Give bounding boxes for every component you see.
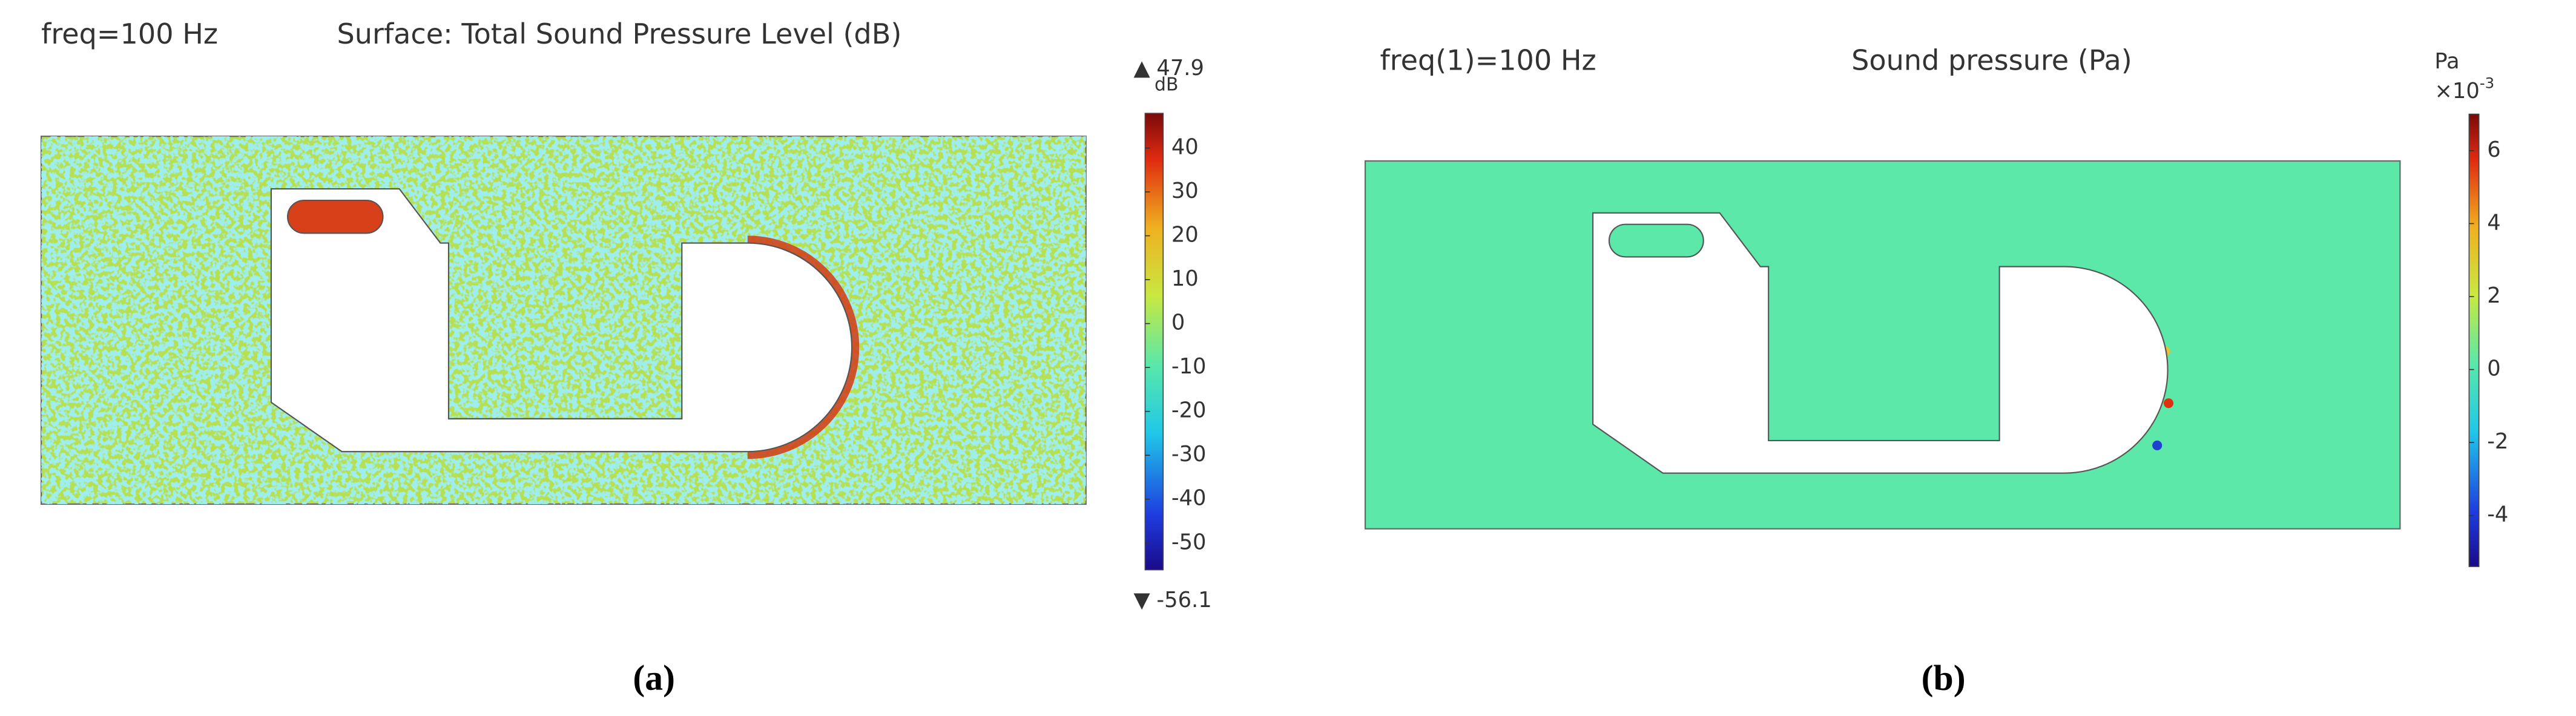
colorbar-tick-label: 0 <box>1171 310 1185 335</box>
colorbar-unit: Pa <box>2434 49 2459 74</box>
colorbar <box>2468 113 2480 567</box>
edge-hotspot <box>2152 440 2163 451</box>
freq-label: freq=100 Hz <box>41 18 218 50</box>
colorbar-unit: dB <box>1155 74 1178 96</box>
colorbar-tick-label: 0 <box>2487 356 2500 381</box>
colorbar-tick-label: 10 <box>1171 266 1199 291</box>
colorbar-tick-label: 4 <box>2487 210 2500 235</box>
colorbar-multiplier: ×10-3 <box>2434 74 2494 103</box>
min-marker: ▼ <box>1133 588 1150 613</box>
caption: (a) <box>633 658 675 698</box>
colorbar-tick-label: 6 <box>2487 137 2500 162</box>
slot <box>1608 223 1704 258</box>
colorbar-tick-label: -10 <box>1171 354 1207 379</box>
geometry <box>1592 212 2174 474</box>
colorbar-tick-label: 40 <box>1171 135 1199 160</box>
freq-label: freq(1)=100 Hz <box>1380 44 1596 77</box>
multiplier: ×10 <box>2434 79 2479 103</box>
exponent: -3 <box>2480 74 2494 91</box>
slot <box>287 199 384 234</box>
colorbar-tick-label: -2 <box>2487 429 2508 454</box>
colorbar-tick-label: -50 <box>1171 530 1207 554</box>
colorbar-tick-label: 20 <box>1171 223 1199 248</box>
colorbar-max: 47.9 <box>1156 56 1204 80</box>
colorbar-min: -56.1 <box>1156 588 1211 613</box>
colorbar-tick-label: -40 <box>1171 486 1207 511</box>
colorbar-tick-label: 30 <box>1171 179 1199 203</box>
colorbar-tick-label: -30 <box>1171 442 1207 467</box>
colorbar-tick-label: 2 <box>2487 283 2500 308</box>
caption: (b) <box>1922 658 1966 698</box>
colorbar-tick-label: -20 <box>1171 398 1207 423</box>
edge-hotspot <box>2163 398 2174 409</box>
plot-title: Surface: Total Sound Pressure Level (dB) <box>337 18 901 50</box>
colorbar <box>1144 113 1164 571</box>
plot-title: Sound pressure (Pa) <box>1851 44 2132 77</box>
colorbar-tick-label: -4 <box>2487 502 2508 527</box>
max-marker: ▲ <box>1133 56 1150 80</box>
